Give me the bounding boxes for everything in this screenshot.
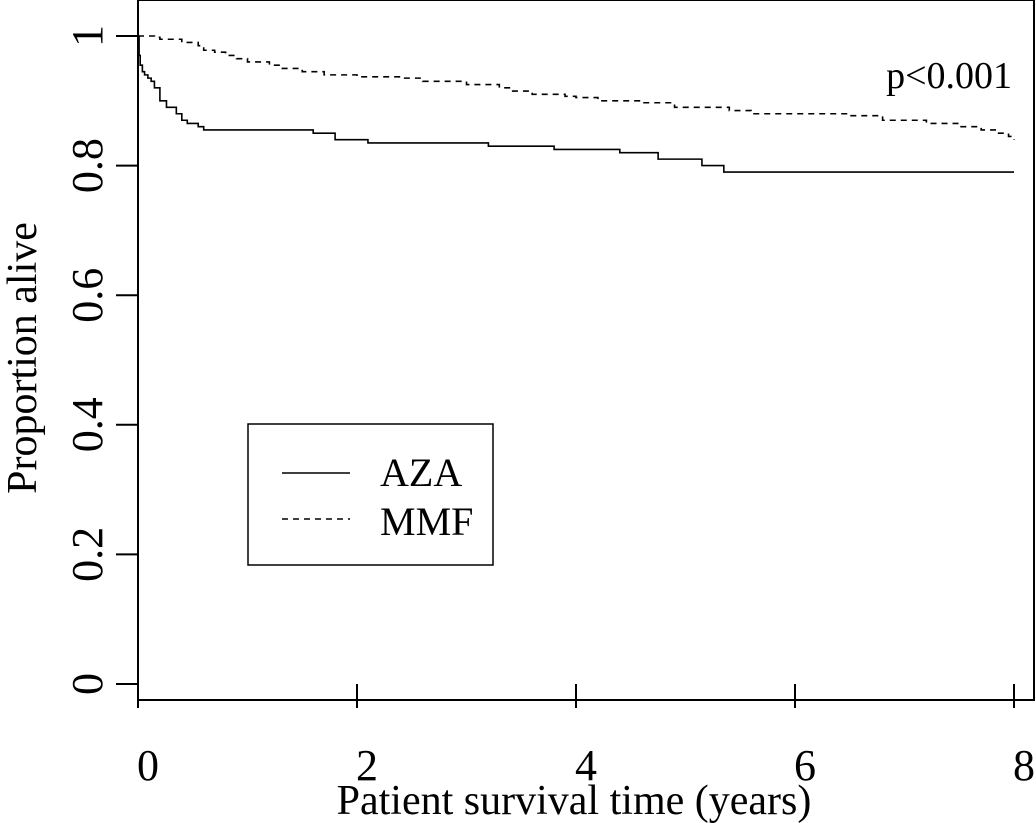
series-line-mmf (138, 35, 1015, 140)
y-tick-label: 0.6 (63, 268, 112, 323)
series-layer (138, 35, 1015, 173)
x-tick-label: 2 (356, 741, 378, 790)
legend-label-mmf: MMF (380, 499, 473, 544)
y-tick-label: 0 (63, 673, 112, 695)
series-line-aza (138, 35, 1014, 173)
x-axis: 0 2 4 6 8 (137, 684, 1035, 790)
legend: AZA MMF (247, 423, 494, 566)
y-tick-label: 0.8 (63, 138, 112, 193)
y-tick-label: 0.2 (63, 527, 112, 582)
y-axis-title: Proportion alive (0, 222, 46, 494)
y-tick-label: 1 (63, 25, 112, 47)
y-tick-label: 0.4 (63, 397, 112, 452)
y-axis: 0 0.2 0.4 0.6 0.8 1 (63, 25, 138, 695)
legend-box (247, 423, 494, 566)
legend-label-aza: AZA (380, 450, 462, 495)
annotation-p-value: p<0.001 (886, 55, 1012, 97)
x-tick-label: 0 (137, 741, 159, 790)
x-tick-label: 4 (575, 741, 597, 790)
x-axis-title: Patient survival time (years) (337, 778, 812, 823)
x-tick-label: 8 (1013, 741, 1035, 790)
plot-frame (137, 0, 1035, 701)
x-tick-label: 6 (794, 741, 816, 790)
